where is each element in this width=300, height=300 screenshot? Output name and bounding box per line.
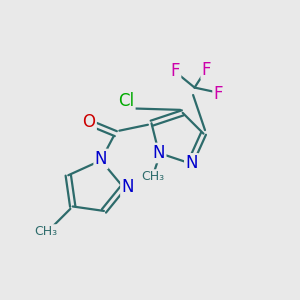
Text: N: N	[95, 150, 107, 168]
Text: CH₃: CH₃	[34, 225, 58, 238]
Text: N: N	[122, 178, 134, 196]
Text: F: F	[214, 85, 223, 103]
Text: O: O	[82, 113, 96, 131]
Text: F: F	[202, 61, 211, 79]
Text: N: N	[153, 144, 165, 162]
Text: CH₃: CH₃	[141, 170, 164, 183]
Text: N: N	[185, 154, 198, 172]
Text: F: F	[170, 62, 180, 80]
Text: Cl: Cl	[118, 92, 134, 110]
